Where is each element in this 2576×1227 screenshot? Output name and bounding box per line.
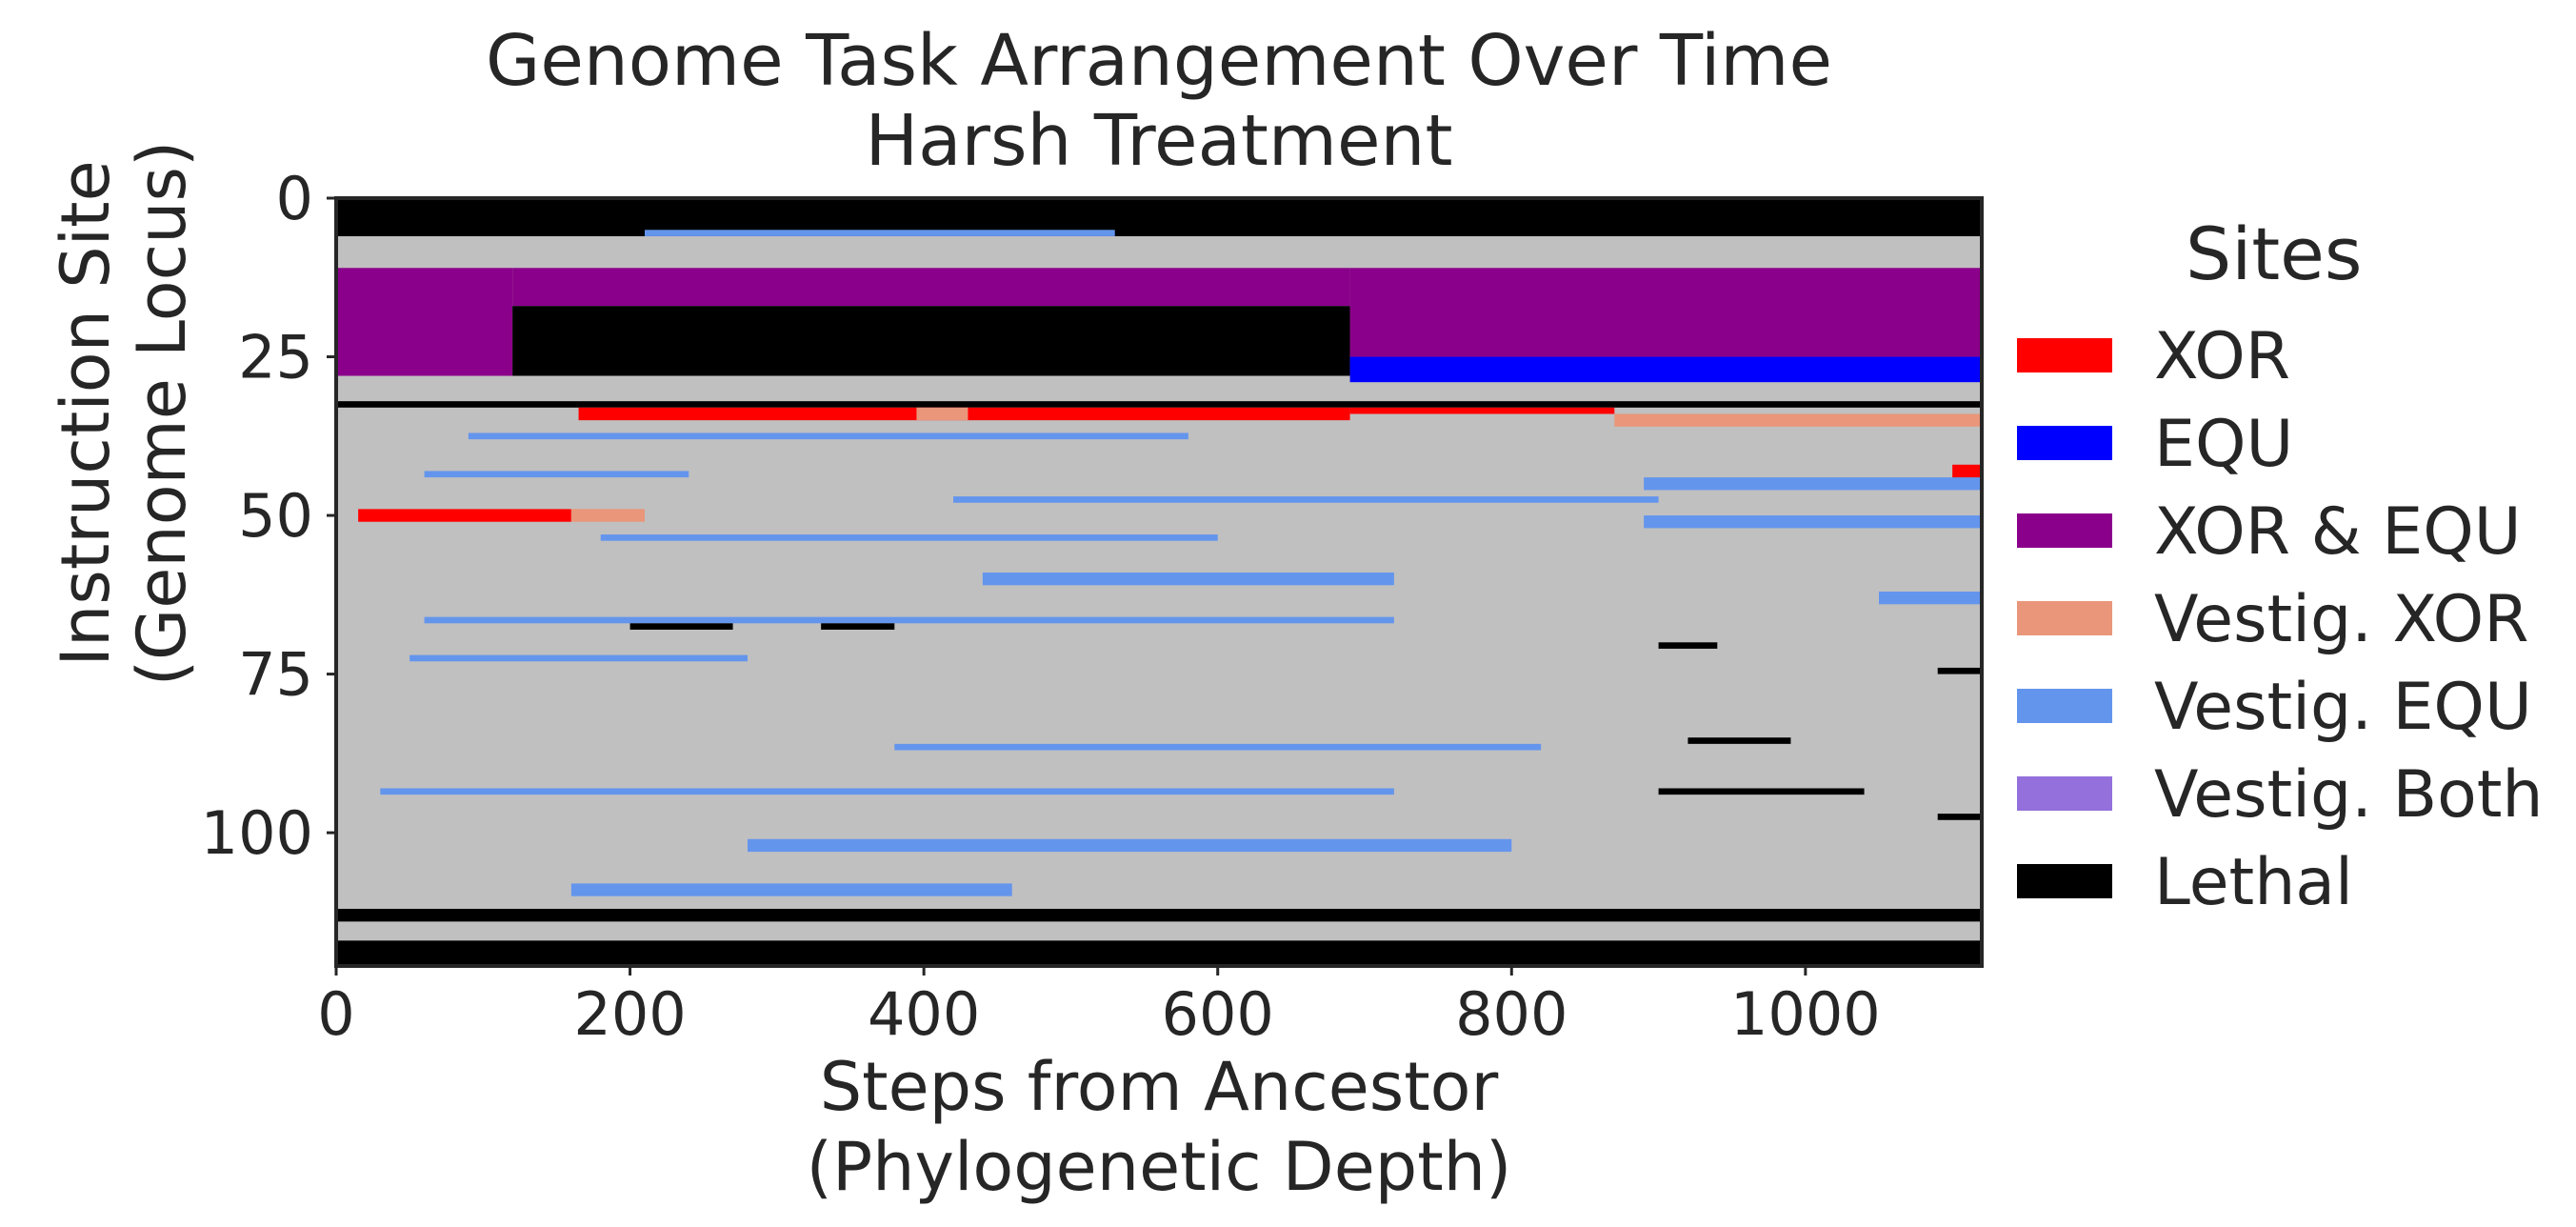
legend-label: Vestig. EQU [2154,670,2532,745]
heatmap-region [1349,268,1982,357]
heatmap-region [1937,814,1982,820]
heatmap-region [1658,788,1865,795]
heatmap-region [916,407,968,421]
x-axis-label-line1: Steps from Ancestor [819,1048,1499,1126]
legend-swatch [2017,776,2112,811]
legend-swatch [2017,513,2112,548]
heatmap-region [821,623,895,630]
heatmap-region [336,940,1982,966]
y-tick-label: 25 [238,323,313,392]
heatmap-region [1644,477,1982,491]
heatmap-region [424,471,689,478]
heatmap-region [1879,591,1982,605]
heatmap-region [424,616,1394,624]
heatmap-region [336,268,513,376]
chart-subtitle: Harsh Treatment [865,100,1453,182]
heatmap-region [336,401,1982,408]
legend-swatch [2017,864,2112,898]
heatmap-region [748,838,1512,853]
y-tick-label: 50 [238,481,313,551]
x-axis-label-line2: (Phylogenetic Depth) [806,1128,1512,1206]
x-tick-label: 200 [573,979,686,1049]
heatmap-region [1349,407,1615,414]
heatmap-region [982,573,1394,586]
legend-swatch [2017,601,2112,635]
heatmap-region [380,788,1394,795]
x-tick-label: 800 [1455,979,1568,1049]
legend-label: Lethal [2154,845,2353,920]
x-tick-label: 600 [1162,979,1274,1049]
heatmap-region [1937,667,1982,674]
heatmap-region [358,509,571,522]
heatmap-region [645,230,1115,236]
legend-label: EQU [2154,407,2294,482]
legend-label: Vestig. XOR [2154,582,2529,657]
heatmap-region [570,509,645,522]
legend-label: XOR & EQU [2154,494,2522,570]
heatmap-region [1644,515,1982,529]
y-tick-label: 100 [201,798,313,868]
chart-title: Genome Task Arrangement Over Time [486,20,1832,102]
heatmap-region [570,883,1012,896]
x-tick-label: 0 [317,979,354,1049]
heatmap-region [629,623,733,630]
heatmap-region [1687,737,1791,744]
x-tick-label: 400 [868,979,980,1049]
heatmap-region [512,306,1350,376]
legend-swatch [2017,338,2112,372]
plot-frame [334,196,1984,968]
heatmap-region [600,534,1218,541]
legend-swatch [2017,426,2112,460]
heatmap-region [894,743,1542,751]
heatmap-region [409,654,748,662]
heatmap-region [1614,413,1982,427]
y-tick-label: 75 [238,640,313,710]
legend-label: Vestig. Both [2154,757,2544,833]
heatmap-region [1658,642,1718,649]
legend-swatch [2017,689,2112,723]
legend-label: XOR [2154,319,2291,394]
heatmap-region [468,432,1188,440]
heatmap-region [336,909,1982,922]
heatmap-region [1349,356,1982,383]
heatmap-region [512,268,1350,307]
legend-title: Sites [2186,211,2363,296]
y-axis-label-line2: (Genome Locus) [123,140,201,687]
heatmap-region [953,496,1659,503]
y-tick-label: 0 [276,164,313,233]
y-axis-label-line1: Instruction Site [47,160,125,667]
heatmap-region [336,198,1982,236]
x-tick-label: 1000 [1730,979,1881,1049]
